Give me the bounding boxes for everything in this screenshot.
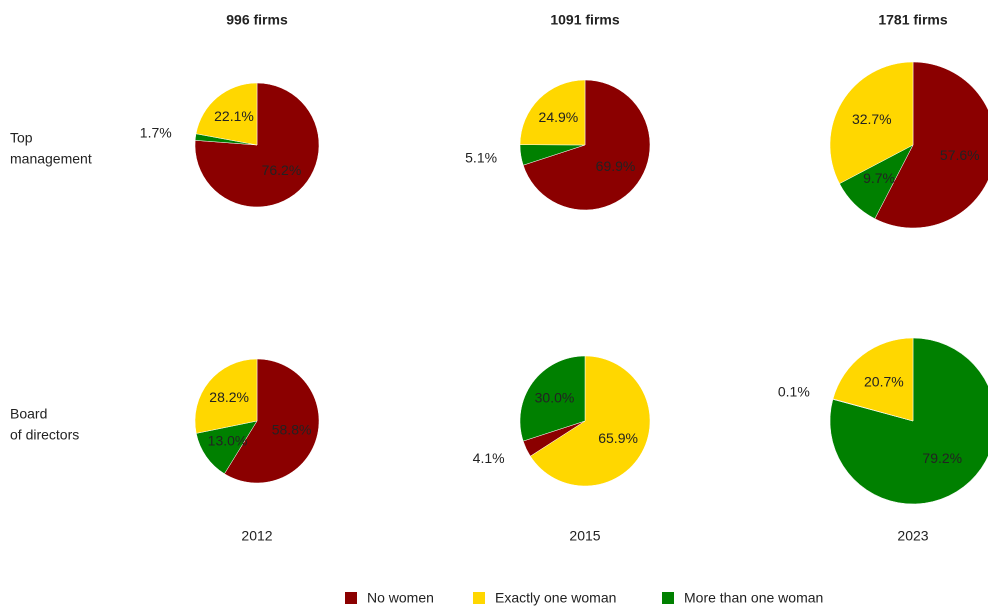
pie-slice [519,79,586,146]
year-label: 2023 [897,528,928,544]
value-label: 32.7% [852,111,892,127]
pie-slice [224,358,320,484]
year-label: 2015 [569,528,600,544]
pie-slice [874,61,988,229]
row-label: management [10,151,92,167]
value-label: 1.7% [140,125,172,141]
column-title: 1781 firms [878,12,947,28]
pie-slice [194,358,258,434]
legend-swatch [473,592,485,604]
legend-swatch [662,592,674,604]
legend-label: Exactly one woman [495,590,616,606]
value-label: 4.1% [473,450,505,466]
legend-swatch [345,592,357,604]
value-label: 13.0% [208,432,248,448]
value-label: 20.7% [864,373,904,389]
value-label: 5.1% [465,150,497,166]
value-label: 76.2% [262,162,302,178]
value-label: 69.9% [596,158,636,174]
row-label: Top [10,130,33,146]
pie-slice [529,355,651,487]
year-label: 2012 [241,528,272,544]
pie-slice [195,82,258,146]
pie-slice [519,355,586,442]
value-label: 24.9% [539,109,579,125]
value-label: 9.7% [863,170,895,186]
value-label: 22.1% [214,108,254,124]
pie-slice [832,337,914,422]
column-title: 1091 firms [550,12,619,28]
legend-label: No women [367,590,434,606]
legend-label: More than one woman [684,590,823,606]
value-label: 65.9% [598,430,638,446]
value-label: 30.0% [535,390,575,406]
pie-slice [522,79,651,211]
row-label: Board [10,406,47,422]
value-label: 28.2% [209,389,249,405]
pie-slice [829,61,914,184]
column-title: 996 firms [226,12,288,28]
value-label: 79.2% [922,450,962,466]
value-label: 0.1% [778,383,810,399]
pie-slice [829,337,988,505]
row-label: of directors [10,427,79,443]
value-label: 57.6% [940,147,980,163]
value-label: 58.8% [272,422,312,438]
